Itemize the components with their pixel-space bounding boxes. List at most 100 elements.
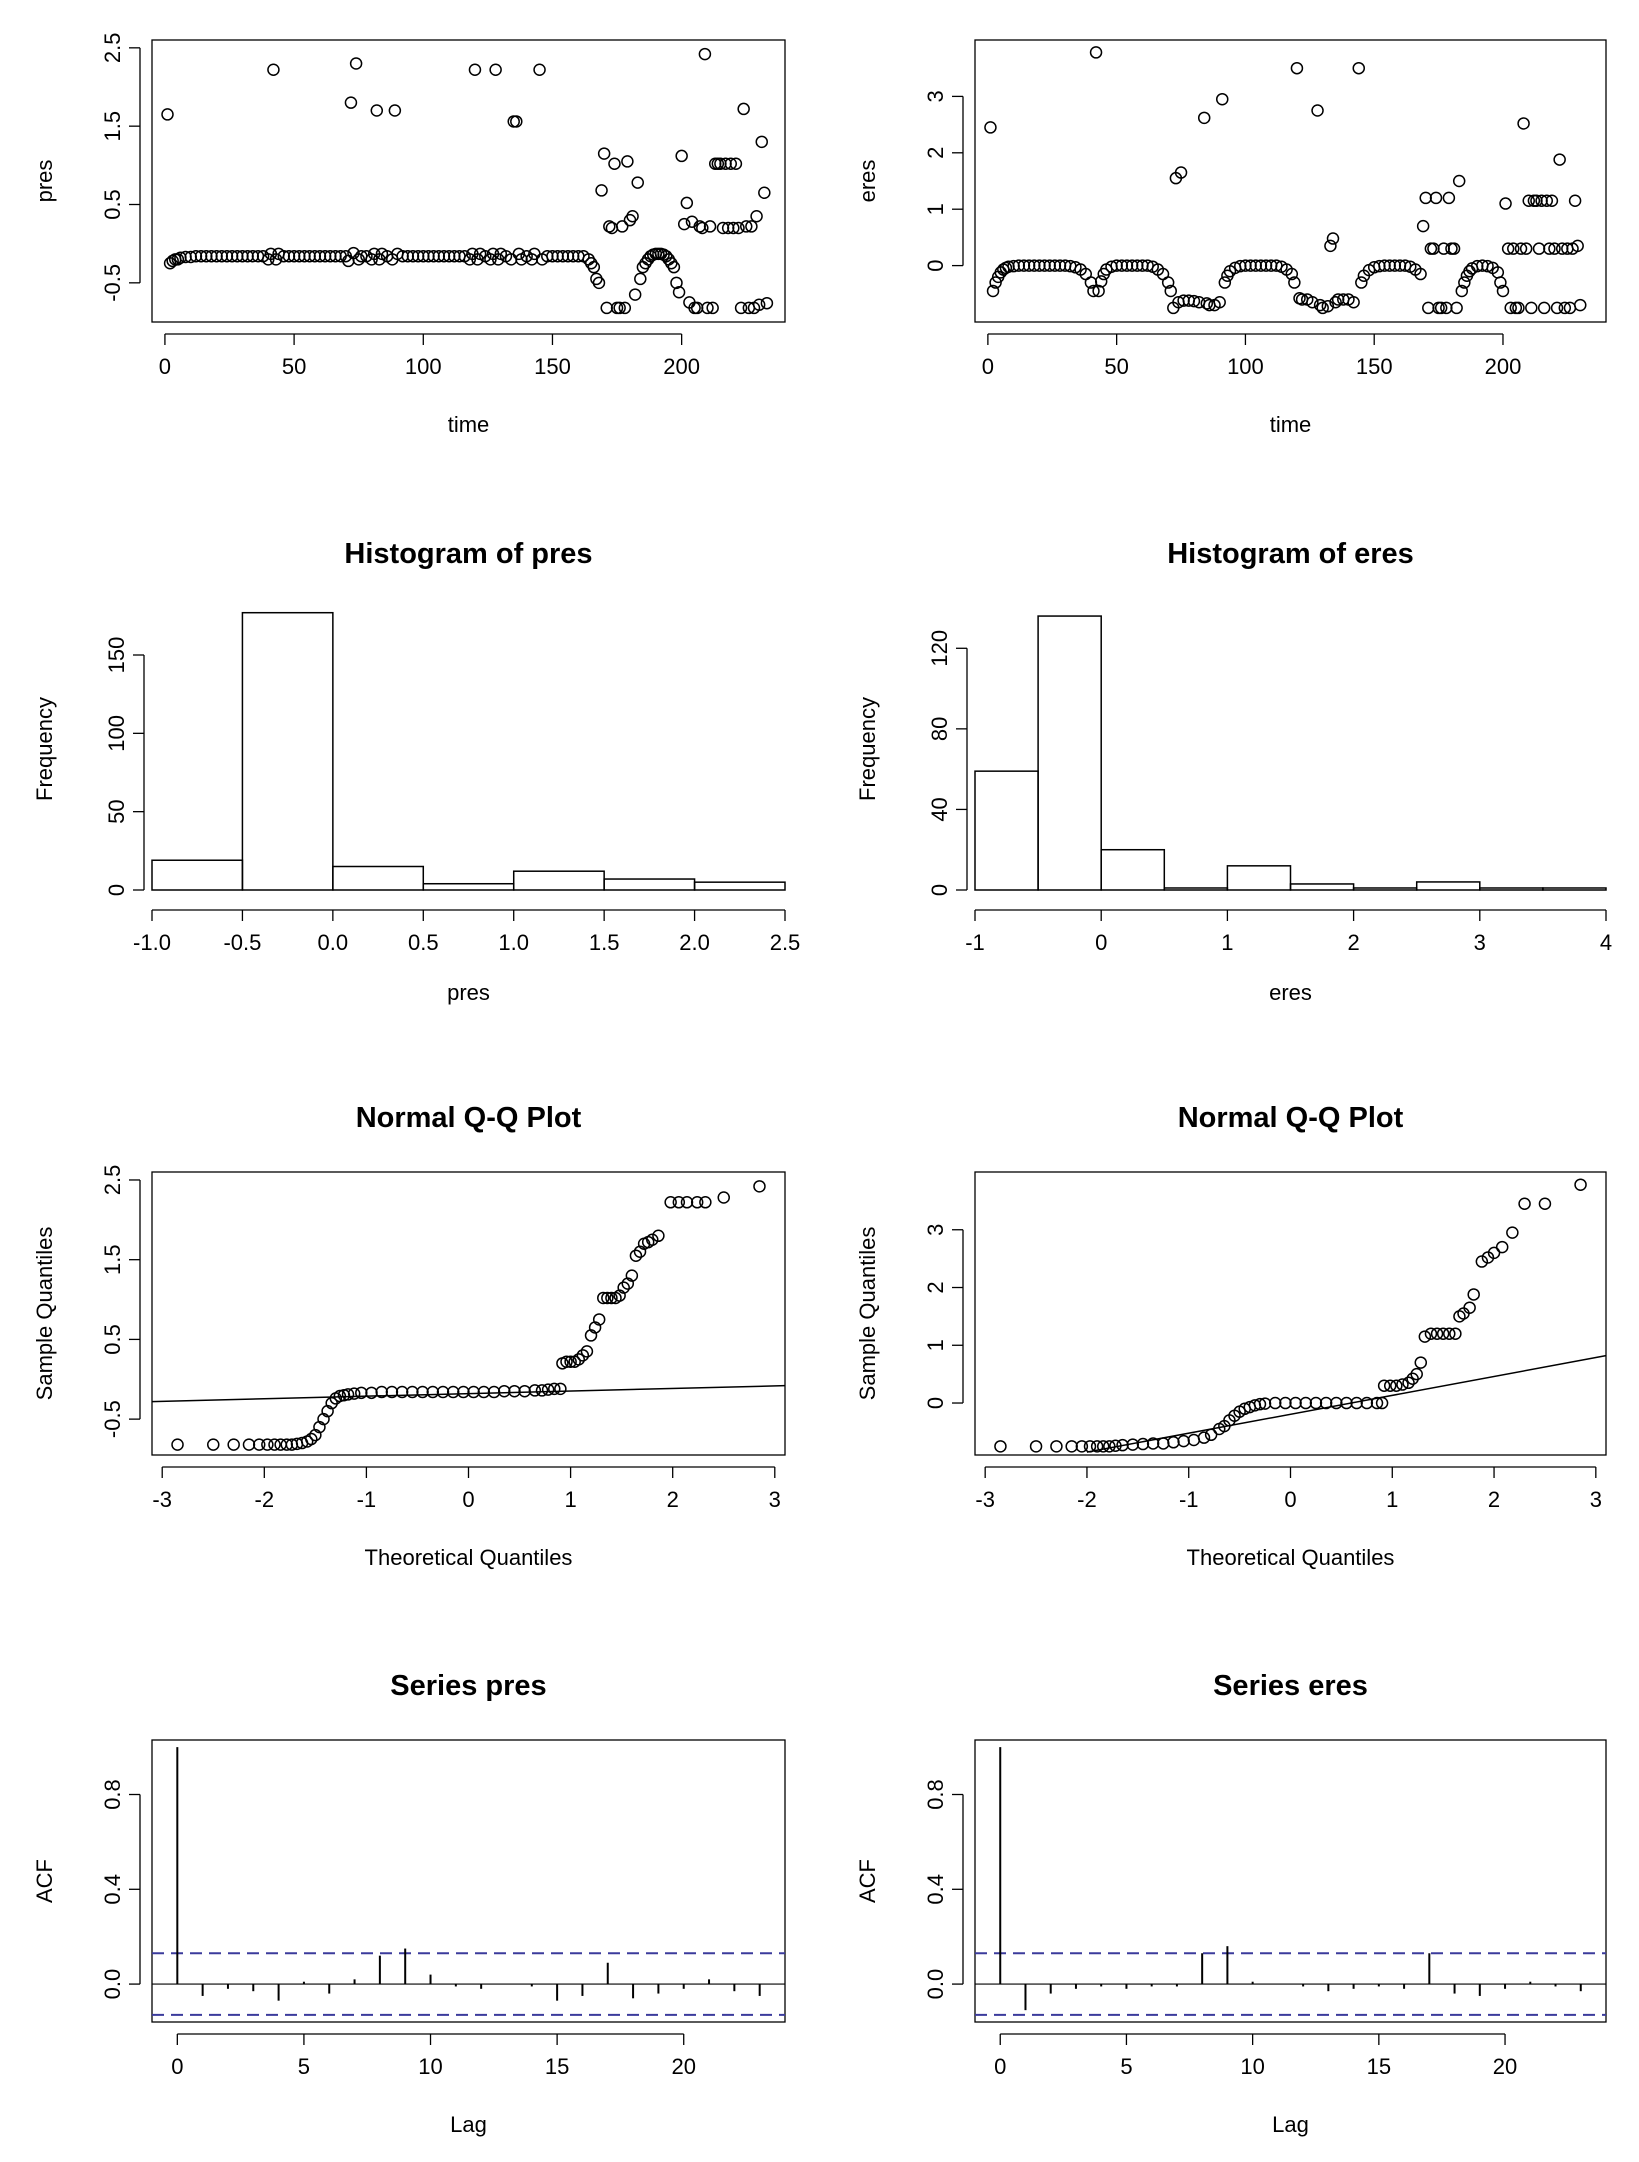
y-axis-title: ACF xyxy=(32,1859,57,1903)
x-tick-label: 5 xyxy=(298,2054,310,2079)
data-point xyxy=(608,157,621,171)
data-point xyxy=(1436,1327,1450,1340)
histogram-bar xyxy=(974,770,1039,891)
data-point xyxy=(1506,1226,1519,1239)
data-point xyxy=(1083,1440,1097,1453)
data-point xyxy=(388,104,402,117)
x-tick-label: 1 xyxy=(564,1487,576,1512)
x-tick-label: -1 xyxy=(357,1487,377,1512)
data-point xyxy=(352,253,365,266)
data-point xyxy=(1501,242,1515,255)
data-point xyxy=(739,220,753,233)
x-tick-label: 2.0 xyxy=(679,930,710,955)
x-tick-label: 4 xyxy=(1600,930,1612,955)
data-point xyxy=(1157,1437,1170,1450)
x-tick-label: 20 xyxy=(671,2054,695,2079)
y-tick-label: -0.5 xyxy=(100,1400,125,1438)
x-tick-label: -1.0 xyxy=(133,930,171,955)
x-tick-label: 10 xyxy=(1240,2054,1264,2079)
data-point xyxy=(554,1382,567,1396)
data-point xyxy=(1197,1431,1211,1444)
data-point xyxy=(724,157,737,171)
y-tick-label: 1.5 xyxy=(100,111,125,142)
data-point xyxy=(416,1385,429,1399)
histogram-bar xyxy=(422,882,515,891)
data-point xyxy=(986,284,1000,298)
data-point xyxy=(1545,194,1559,207)
data-point xyxy=(652,1229,665,1243)
data-point xyxy=(1422,301,1435,315)
data-point xyxy=(1424,1327,1438,1340)
data-point xyxy=(572,1353,586,1366)
y-tick-label: 1 xyxy=(923,203,948,215)
data-point xyxy=(675,149,688,163)
data-point xyxy=(1481,259,1494,273)
data-point xyxy=(621,155,634,168)
data-point xyxy=(1550,301,1564,315)
data-point xyxy=(734,301,748,315)
data-point xyxy=(625,1269,639,1282)
data-point xyxy=(1496,284,1510,298)
data-point xyxy=(595,184,608,197)
data-point xyxy=(752,298,766,312)
data-point xyxy=(1126,1438,1139,1451)
y-axis-title: eres xyxy=(855,160,880,203)
y-tick-label: 2.5 xyxy=(100,33,125,64)
data-point xyxy=(636,260,650,274)
data-point xyxy=(1161,276,1175,289)
data-point xyxy=(1449,1327,1462,1340)
data-point xyxy=(690,301,704,315)
y-axis-title: pres xyxy=(32,160,57,203)
data-point xyxy=(1383,1379,1397,1392)
acf-plot-eres: 0 5 10 15 20 0.0 0.4 0.8 Lag ACF Series eres xyxy=(855,1670,1607,2137)
data-point xyxy=(623,213,637,227)
data-point xyxy=(1109,1439,1122,1453)
data-point xyxy=(344,96,358,109)
x-tick-label: 15 xyxy=(1367,2054,1391,2079)
y-tick-label: 2.5 xyxy=(100,1165,125,1196)
x-tick-label: 150 xyxy=(1356,354,1393,379)
data-point xyxy=(166,254,179,268)
x-axis-title: time xyxy=(448,412,490,437)
data-point xyxy=(560,1355,573,1368)
x-tick-label: 2 xyxy=(1347,930,1359,955)
histogram-bar xyxy=(1542,887,1607,891)
data-point xyxy=(1571,239,1584,253)
x-tick-label: 0 xyxy=(994,2054,1006,2079)
data-point xyxy=(489,63,502,77)
data-point xyxy=(592,1313,606,1326)
histogram-bar xyxy=(332,865,425,891)
data-point xyxy=(1316,301,1329,315)
data-point xyxy=(696,221,709,235)
x-tick-label: 150 xyxy=(534,354,571,379)
data-point xyxy=(161,108,174,121)
acf-plot-pres: 0 5 10 15 20 0.0 0.4 0.8 Lag ACF Series pres xyxy=(32,1670,786,2137)
data-point xyxy=(680,196,694,210)
data-point xyxy=(1514,242,1528,255)
data-point xyxy=(1442,191,1456,205)
time-series-plot-eres: 0 50 100 150 200 0 1 2 3 time eres xyxy=(855,39,1607,437)
data-point xyxy=(436,1385,450,1399)
data-point xyxy=(1094,275,1108,288)
qq-reference-line xyxy=(1086,1354,1607,1453)
data-point xyxy=(535,1384,549,1397)
data-point xyxy=(1321,299,1335,313)
data-point xyxy=(717,1191,730,1204)
data-point xyxy=(1499,197,1512,210)
plot-frame xyxy=(151,1739,786,2023)
data-point xyxy=(477,1385,491,1399)
data-point xyxy=(753,1180,766,1193)
data-point xyxy=(1029,1440,1043,1453)
data-point xyxy=(631,176,644,189)
data-point xyxy=(628,288,642,301)
data-point xyxy=(1204,1428,1218,1442)
data-point xyxy=(375,1385,388,1399)
data-point xyxy=(1548,242,1561,255)
data-point xyxy=(1487,1246,1501,1260)
data-point xyxy=(541,1383,555,1396)
data-point xyxy=(1390,1379,1403,1392)
data-point xyxy=(1429,191,1443,205)
data-point xyxy=(242,1438,256,1451)
data-point xyxy=(732,221,745,235)
